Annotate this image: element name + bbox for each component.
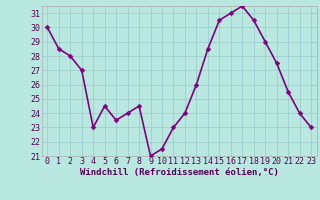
X-axis label: Windchill (Refroidissement éolien,°C): Windchill (Refroidissement éolien,°C) bbox=[80, 168, 279, 177]
